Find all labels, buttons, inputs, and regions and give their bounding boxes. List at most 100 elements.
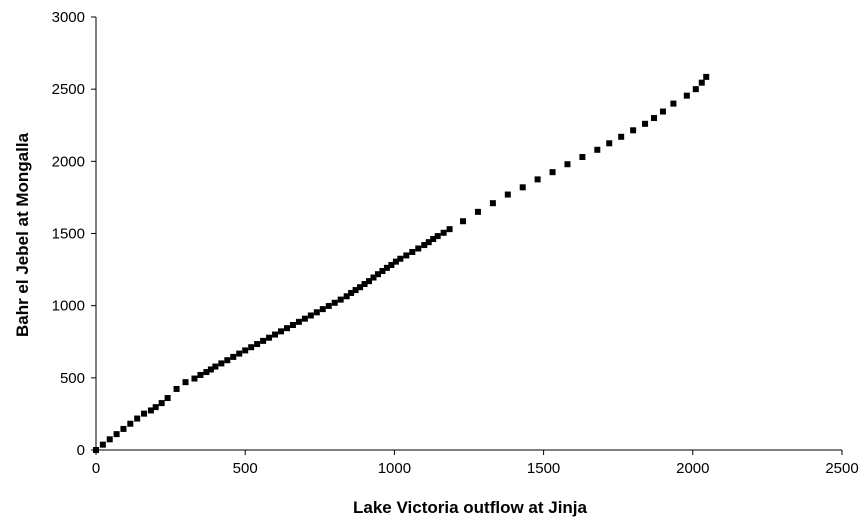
y-axis-title: Bahr el Jebel at Mongalla [13,132,32,337]
data-point [307,312,314,319]
x-tick-label: 2500 [825,460,858,477]
data-point [113,431,120,438]
y-tick-label: 500 [60,370,85,387]
data-point [289,322,296,329]
data-point [397,255,404,262]
data-point [388,261,395,268]
data-point [141,410,148,417]
axes [95,17,842,451]
data-points [93,73,710,453]
data-point [212,363,219,370]
data-point [415,245,422,252]
data-point [106,436,113,443]
x-tick-label: 1000 [378,460,411,477]
data-point [425,239,432,246]
data-point [93,447,99,453]
data-point [236,350,243,357]
data-point [504,191,511,198]
data-point [248,344,255,351]
data-point [421,242,428,249]
y-tick-label: 2500 [52,81,85,98]
data-point [266,334,273,341]
data-point [383,264,390,271]
data-point [670,100,677,107]
data-point [703,73,710,80]
data-point [319,306,326,313]
data-point [357,284,364,291]
x-tick-label: 1500 [527,460,560,477]
data-point [489,200,496,207]
data-point [630,127,637,134]
y-tick-label: 1500 [52,226,85,243]
tick-labels: 0 500 1000 1500 2000 2500 0 500 1000 1500 2000 2500… [52,9,859,477]
data-point [549,169,556,176]
data-point [313,309,320,316]
data-point [642,120,649,127]
data-point [434,233,441,240]
data-point [260,337,267,344]
data-point [659,108,666,115]
data-point [594,146,601,153]
data-point [361,281,368,288]
data-point [224,357,231,364]
x-axis-title: Lake Victoria outflow at Jinja [353,498,588,517]
data-point [331,299,338,306]
data-point [618,133,625,140]
data-point [147,407,154,414]
data-point [460,218,467,225]
data-point [283,325,290,332]
x-tick-label: 0 [92,460,100,477]
data-point [203,369,210,376]
data-point [301,315,308,322]
data-point [272,331,279,338]
x-tick-label: 2000 [676,460,709,477]
data-point [254,341,261,348]
data-point [606,140,613,147]
data-point [230,353,237,360]
data-point [440,229,447,236]
data-point [127,420,134,427]
data-point [295,318,302,325]
data-point [207,366,214,373]
data-point [446,226,453,233]
data-point [579,154,586,161]
data-point [134,415,141,422]
y-tick-label: 0 [77,442,85,459]
data-point [337,296,344,303]
tick-marks [91,16,843,455]
data-point [366,278,373,285]
data-point [534,176,541,183]
data-point [242,347,249,354]
y-tick-label: 2000 [52,153,85,170]
data-point [325,302,332,309]
data-point [651,115,658,122]
data-point [409,248,416,255]
data-point [374,271,381,278]
data-point [182,379,189,386]
x-tick-label: 500 [233,460,258,477]
data-point [474,208,481,215]
data-point [158,400,165,407]
data-point [173,385,180,392]
data-point [348,289,355,296]
data-point [683,92,690,99]
y-tick-label: 3000 [52,9,85,26]
data-point [343,293,350,300]
data-point [564,161,571,168]
data-point [403,252,410,259]
data-point [519,184,526,191]
data-point [120,425,127,432]
data-point [278,328,285,335]
data-point [370,274,377,281]
data-point [379,268,386,275]
data-point [197,371,204,378]
data-point [698,79,705,86]
data-point [692,86,699,93]
data-point [352,287,359,294]
data-point [99,441,106,448]
data-point [164,395,171,402]
data-point [218,360,225,367]
data-point [392,258,399,265]
